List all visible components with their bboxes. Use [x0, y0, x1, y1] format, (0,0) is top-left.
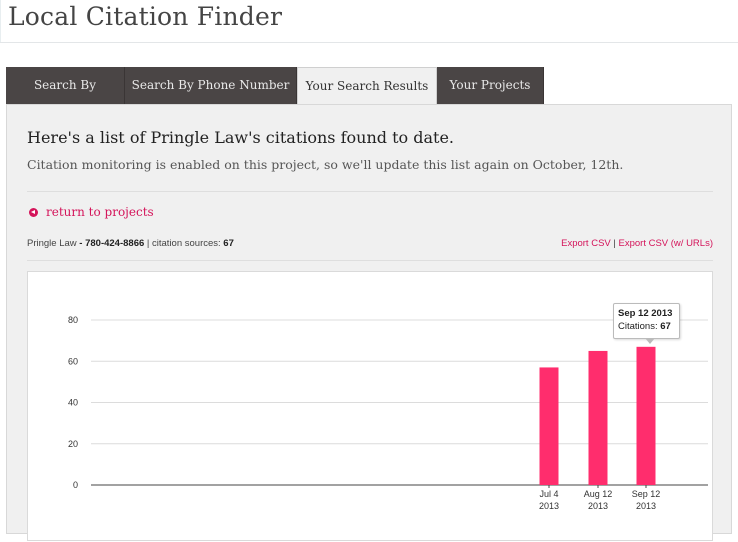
bar-0 [539, 367, 559, 485]
phone-number: 780-424-8866 [85, 238, 145, 249]
x-tick-label: Jul 4 [539, 489, 558, 499]
citation-sources-count: 67 [223, 238, 234, 249]
y-tick-label: 60 [68, 356, 78, 366]
bar-2 [636, 346, 656, 485]
monitoring-note: Citation monitoring is enabled on this p… [27, 157, 624, 172]
header-divider [0, 42, 738, 43]
back-arrow-icon [29, 207, 38, 217]
info-divider [27, 260, 713, 261]
x-tick-label: 2013 [588, 501, 608, 511]
name-phone-separator: - [76, 238, 86, 249]
results-heading: Here's a list of Pringle Law's citations… [27, 128, 454, 147]
header-edge [0, 0, 1, 42]
bar-1 [588, 350, 608, 485]
return-to-projects-link[interactable]: return to projects [29, 205, 154, 219]
results-panel: Here's a list of Pringle Law's citations… [6, 104, 732, 541]
y-tick-label: 40 [68, 398, 78, 408]
x-tick-label: 2013 [636, 501, 656, 511]
section-divider [27, 191, 713, 192]
x-tick-label: 2013 [539, 501, 559, 511]
app-title: Local Citation Finder [8, 2, 283, 31]
x-tick-label: Aug 12 [584, 489, 613, 499]
tab-your-search-results[interactable]: Your Search Results [297, 67, 437, 106]
y-tick-label: 20 [68, 439, 78, 449]
project-info: Pringle Law - 780-424-8866 | citation so… [27, 238, 234, 249]
tab-bar: Search By Keyphrase Search By Phone Numb… [6, 67, 544, 129]
export-links: Export CSV | Export CSV (w/ URLs) [561, 238, 713, 249]
chart-svg: 0 20 40 60 80 Jul 4 2013 Aug 12 2013 Sep 12 2013 [68, 315, 708, 511]
tab-search-by-phone-number[interactable]: Search By Phone Number [125, 67, 297, 104]
tooltip-label: Citations: [618, 320, 658, 332]
citation-sources-label: | citation sources: [144, 238, 224, 249]
export-csv-link[interactable]: Export CSV [561, 238, 611, 249]
business-name: Pringle Law [27, 238, 77, 249]
y-tick-label: 0 [73, 480, 78, 490]
tab-search-by-keyphrase[interactable]: Search By Keyphrase [6, 67, 125, 129]
tab-your-projects[interactable]: Your Projects [437, 67, 544, 104]
citations-chart: 0 20 40 60 80 Jul 4 2013 Aug 12 2013 Sep 12 2013 S… [27, 271, 713, 541]
y-tick-label: 80 [68, 315, 78, 325]
tooltip-date: Sep 12 2013 [618, 307, 673, 319]
tooltip-value: 67 [660, 320, 671, 332]
export-csv-urls-link[interactable]: Export CSV (w/ URLs) [618, 238, 714, 249]
x-tick-label: Sep 12 [632, 489, 661, 499]
chart-tooltip: Sep 12 2013 Citations: 67 [613, 302, 680, 344]
export-separator: | [610, 238, 619, 249]
return-to-projects-label: return to projects [46, 205, 154, 219]
